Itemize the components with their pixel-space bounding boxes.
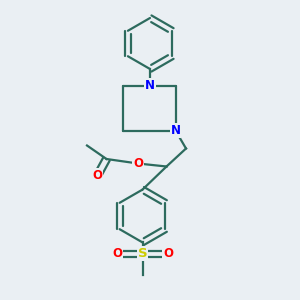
Text: O: O <box>112 247 122 260</box>
Text: N: N <box>145 79 155 92</box>
Text: O: O <box>163 247 173 260</box>
Text: O: O <box>133 157 143 170</box>
Text: N: N <box>170 124 181 137</box>
Text: O: O <box>92 169 103 182</box>
Text: S: S <box>138 247 147 260</box>
